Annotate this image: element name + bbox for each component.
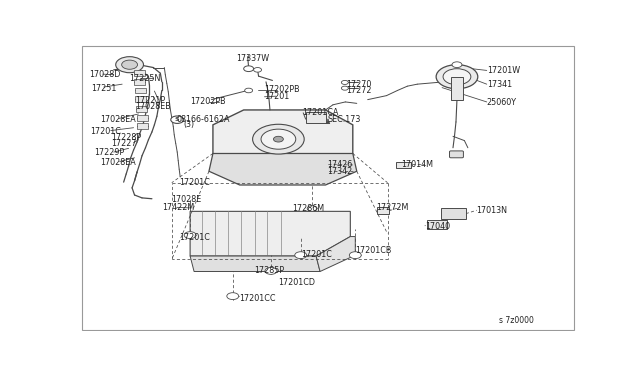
- FancyBboxPatch shape: [134, 79, 145, 85]
- FancyBboxPatch shape: [134, 70, 145, 76]
- Text: 17225N: 17225N: [129, 74, 161, 83]
- Polygon shape: [213, 110, 353, 169]
- Polygon shape: [190, 256, 320, 272]
- FancyBboxPatch shape: [376, 207, 389, 214]
- Polygon shape: [190, 211, 350, 256]
- Circle shape: [443, 69, 471, 85]
- Text: 17286M: 17286M: [292, 204, 324, 213]
- Circle shape: [253, 68, 262, 72]
- Text: 17201CB: 17201CB: [355, 246, 392, 255]
- Text: 17013N: 17013N: [476, 206, 507, 215]
- Text: 17201C: 17201C: [301, 250, 332, 259]
- FancyBboxPatch shape: [135, 87, 146, 93]
- Circle shape: [122, 60, 138, 69]
- Text: 17272: 17272: [346, 86, 371, 95]
- Text: 17229P: 17229P: [94, 148, 124, 157]
- FancyBboxPatch shape: [451, 77, 463, 100]
- Text: 17285P: 17285P: [255, 266, 285, 275]
- Circle shape: [244, 88, 253, 93]
- Circle shape: [261, 129, 296, 149]
- Text: 17342: 17342: [327, 167, 352, 176]
- Text: 17201CA: 17201CA: [302, 108, 339, 117]
- Text: 17221P: 17221P: [136, 96, 166, 105]
- Circle shape: [307, 206, 317, 211]
- Circle shape: [452, 62, 462, 68]
- FancyBboxPatch shape: [428, 220, 447, 230]
- Text: 17028D: 17028D: [89, 70, 120, 79]
- Text: 17201CD: 17201CD: [278, 278, 316, 287]
- Text: 17227: 17227: [111, 139, 137, 148]
- Text: 17251: 17251: [91, 84, 116, 93]
- Text: (3): (3): [183, 121, 195, 129]
- Text: 17028EB: 17028EB: [136, 102, 172, 111]
- Text: 17228P: 17228P: [111, 133, 141, 142]
- Text: 25060Y: 25060Y: [486, 98, 516, 107]
- Circle shape: [436, 65, 478, 89]
- Text: 17028EA: 17028EA: [100, 115, 136, 124]
- Text: 17028EA: 17028EA: [100, 158, 136, 167]
- Circle shape: [273, 136, 284, 142]
- Text: 17202PB: 17202PB: [190, 97, 226, 106]
- Circle shape: [341, 80, 348, 84]
- Circle shape: [227, 293, 239, 299]
- FancyBboxPatch shape: [449, 151, 463, 158]
- Text: 17270: 17270: [346, 80, 371, 89]
- FancyBboxPatch shape: [137, 115, 148, 121]
- Text: 17426: 17426: [327, 160, 352, 169]
- Text: 17201W: 17201W: [486, 67, 520, 76]
- Text: 08166-6162A: 08166-6162A: [177, 115, 230, 124]
- Text: 17201: 17201: [264, 92, 290, 101]
- Circle shape: [171, 116, 184, 124]
- Text: 17202PB: 17202PB: [264, 86, 300, 94]
- Polygon shape: [316, 237, 355, 272]
- FancyBboxPatch shape: [441, 208, 466, 219]
- Circle shape: [341, 86, 348, 90]
- Text: s 7z0000: s 7z0000: [499, 316, 534, 325]
- Circle shape: [265, 267, 277, 275]
- Circle shape: [349, 252, 361, 259]
- Circle shape: [295, 252, 307, 259]
- FancyBboxPatch shape: [136, 96, 147, 102]
- FancyBboxPatch shape: [137, 124, 148, 129]
- Text: 17337W: 17337W: [236, 54, 269, 64]
- Polygon shape: [209, 154, 356, 185]
- Circle shape: [116, 57, 143, 73]
- Text: 17272M: 17272M: [376, 203, 409, 212]
- Text: 17422M: 17422M: [162, 203, 194, 212]
- Text: 17014M: 17014M: [401, 160, 433, 169]
- Text: 17201C: 17201C: [90, 126, 121, 136]
- Text: S: S: [175, 117, 180, 122]
- FancyBboxPatch shape: [396, 161, 412, 168]
- Circle shape: [244, 66, 253, 71]
- Circle shape: [253, 124, 304, 154]
- Text: 17201CC: 17201CC: [239, 295, 275, 304]
- Text: 17201C: 17201C: [179, 234, 210, 243]
- FancyBboxPatch shape: [136, 106, 147, 112]
- Text: SEC.173: SEC.173: [327, 115, 360, 124]
- Text: 17040: 17040: [425, 222, 450, 231]
- Text: 17201C: 17201C: [179, 178, 210, 187]
- Circle shape: [184, 232, 196, 238]
- Text: 17028E: 17028E: [171, 195, 201, 204]
- Text: 17341: 17341: [486, 80, 512, 89]
- FancyBboxPatch shape: [306, 112, 326, 124]
